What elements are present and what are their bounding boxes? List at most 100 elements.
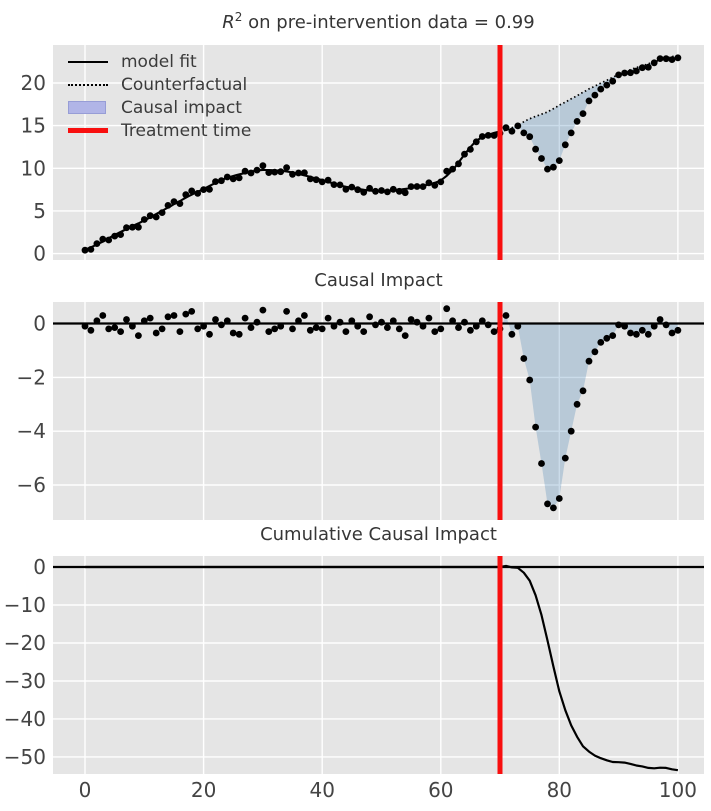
impact-point [135, 332, 142, 339]
legend-glyph-cell [68, 101, 108, 114]
observed-point [449, 165, 456, 173]
observed-point [354, 186, 362, 194]
observed-point [656, 55, 664, 62]
impact-point [93, 317, 101, 325]
observed-point [662, 55, 670, 63]
observed-point [573, 118, 581, 125]
observed-point [443, 167, 451, 175]
observed-point [312, 176, 320, 184]
observed-point [555, 157, 563, 165]
impact-point [194, 325, 202, 333]
observed-point [544, 165, 551, 173]
observed-point [152, 213, 160, 221]
impact-point [99, 312, 107, 319]
legend-item-causal-impact: Causal impact [68, 96, 251, 119]
impact-point [348, 317, 356, 325]
impact-point [668, 329, 676, 337]
impact-point [170, 312, 178, 319]
observed-point [324, 176, 332, 184]
observed-point [644, 63, 652, 71]
observed-point [668, 56, 676, 63]
observed-point [508, 127, 516, 135]
impact-point [176, 328, 184, 335]
impact-point [573, 400, 581, 408]
impact-point [633, 330, 640, 338]
impact-point [514, 322, 522, 330]
impact-point [271, 325, 279, 333]
observed-point [366, 184, 373, 192]
impact-point [638, 326, 646, 334]
observed-point [188, 187, 196, 195]
impact-point [478, 317, 486, 325]
impact-point [81, 322, 89, 330]
impact-point [449, 317, 456, 325]
title-math-r: R [222, 12, 235, 33]
observed-point [194, 190, 202, 197]
impact-point [306, 326, 314, 334]
observed-point [123, 224, 130, 232]
observed-point [461, 150, 468, 158]
impact-point [235, 330, 243, 338]
title-superscript: 2 [234, 10, 243, 24]
impact-point [312, 324, 320, 331]
observed-point [674, 54, 682, 62]
impact-point [591, 348, 599, 356]
impact-point [253, 318, 261, 326]
impact-point [555, 495, 563, 502]
impact-point [461, 318, 468, 326]
legend-glyph-cell [68, 128, 108, 133]
observed-point [306, 175, 314, 183]
observed-point [567, 129, 575, 137]
observed-point [621, 69, 628, 77]
observed-point [223, 173, 231, 181]
legend: model fit Counterfactual Causal impact T… [68, 50, 251, 142]
observed-point [561, 141, 569, 149]
observed-point [526, 133, 534, 141]
panel-1: 0 5 10 15 20 [21, 45, 704, 266]
observed-point [271, 168, 279, 176]
observed-point [425, 179, 433, 187]
observed-point [603, 81, 611, 89]
panel-bg [53, 45, 704, 260]
panel3-title: Cumulative Causal Impact [260, 524, 497, 545]
observed-point [478, 133, 486, 140]
impact-point [129, 322, 136, 330]
panel1-title: R2 on pre-intervention data = 0.99 [53, 7, 704, 33]
impact-point [609, 332, 617, 339]
observed-point [265, 169, 273, 177]
impact-point [277, 322, 285, 330]
observed-point [538, 155, 545, 162]
legend-label-causal-impact: Causal impact [121, 97, 242, 118]
impact-point [520, 355, 528, 362]
observed-point [615, 71, 622, 79]
observed-point [342, 185, 350, 193]
y-tick-label: −20 [4, 631, 46, 655]
impact-point [526, 376, 534, 384]
observed-point [330, 181, 338, 189]
impact-point [484, 321, 492, 329]
observed-point [384, 188, 391, 196]
impact-point [152, 329, 160, 337]
observed-point [378, 187, 385, 194]
observed-point [146, 212, 154, 220]
observed-point [182, 191, 190, 199]
observed-point [437, 178, 445, 186]
impact-point [188, 308, 196, 315]
impact-point [117, 328, 124, 335]
title-rest: on pre-intervention data = 0.99 [242, 12, 535, 33]
legend-glyph-cell [68, 83, 108, 86]
impact-point [508, 330, 516, 338]
observed-point [318, 178, 326, 186]
observed-point [164, 202, 172, 209]
impact-point [318, 325, 326, 333]
impact-point [603, 334, 611, 342]
impact-point [597, 339, 605, 346]
impact-point [579, 387, 587, 395]
impact-point [413, 318, 421, 326]
impact-point [342, 328, 350, 335]
y-tick-label: 15 [21, 114, 46, 138]
observed-point [93, 240, 101, 248]
y-tick-label: −2 [17, 365, 46, 389]
observed-point [627, 69, 634, 77]
impact-point [123, 316, 130, 323]
